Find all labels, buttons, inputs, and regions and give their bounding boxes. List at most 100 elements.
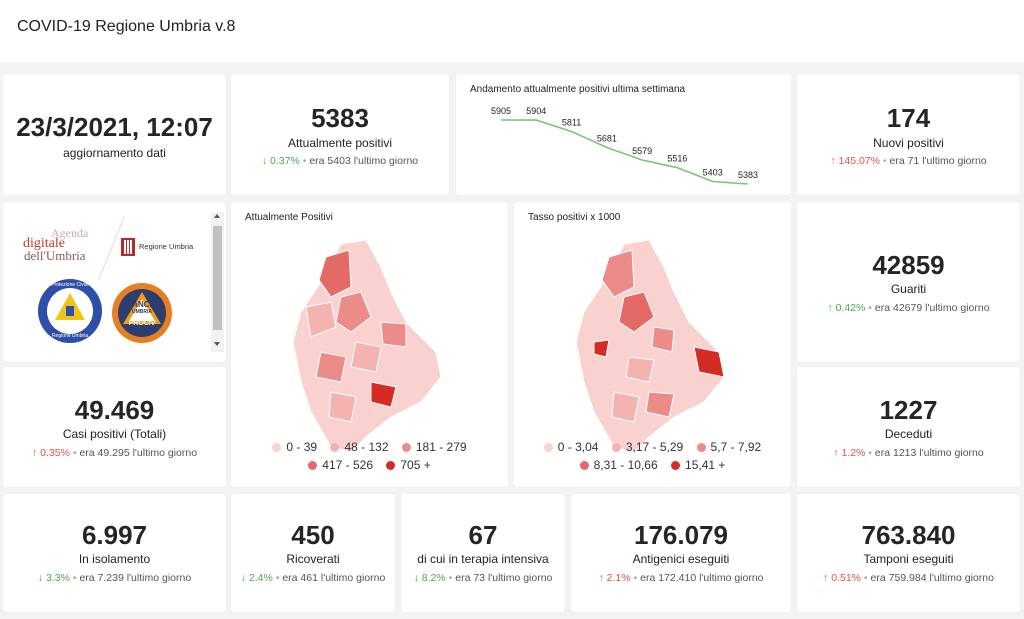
legend-item: 0 - 39 [272, 440, 317, 454]
kpi-deceduti: 1227 Deceduti ↑ 1.2% • era 1213 l'ultimo… [797, 367, 1020, 487]
umbria-rate-choropleth-map[interactable] [514, 232, 791, 467]
kpi-change-pct: 2.4% [248, 572, 273, 584]
scroll-down-arrow-icon[interactable] [214, 342, 220, 346]
kpi-value: 42859 [872, 250, 945, 280]
kpi-previous: era 7.239 l'ultimo giorno [79, 572, 192, 584]
trend-data-label: 5403 [703, 168, 723, 178]
kpi-label: Deceduti [884, 427, 933, 441]
kpi-value: 176.079 [634, 520, 728, 550]
kpi-change-pct: 145.07% [838, 155, 880, 167]
kpi-isolamento: 6.997 In isolamento ↓ 3.3% • era 7.239 l… [3, 494, 226, 612]
arrow-up-icon: ↑ [823, 572, 829, 584]
umbria-choropleth-map[interactable] [231, 232, 508, 467]
kpi-previous: era 49.295 l'ultimo giorno [79, 447, 198, 459]
protezione-subtext: Regione Umbria [51, 333, 89, 339]
logo-text-digitale: digitale [23, 236, 65, 251]
kpi-change-pct: 0.37% [270, 155, 300, 167]
logo-text-umbria: dell'Umbria [24, 248, 86, 263]
kpi-previous: era 73 l'ultimo giorno [455, 572, 553, 584]
trend-line-chart: 5905 5904 5811 5681 5579 5516 5403 5383 [491, 106, 758, 185]
trend-data-label: 5681 [597, 134, 617, 144]
trend-data-label: 5905 [491, 106, 511, 116]
kpi-change: ↑ 0.42% • era 42679 l'ultimo giorno [797, 302, 1020, 314]
logo-text-agenda: Agenda [51, 226, 89, 240]
kpi-label: Antigenici eseguiti [632, 552, 730, 566]
kpi-antigenici: 176.079 Antigenici eseguiti ↑ 2.1% • era… [571, 494, 791, 612]
kpi-separator: • [633, 572, 638, 584]
kpi-label: Nuovi positivi [873, 136, 944, 150]
trend-data-label: 5516 [667, 154, 687, 164]
kpi-separator: • [882, 155, 887, 167]
map-attualmente-positivi-card: Attualmente Positivi 0 - 39 48 - 132 181… [231, 202, 508, 487]
kpi-ricoverati: 450 Ricoverati ↓ 2.4% • era 461 l'ultimo… [231, 494, 395, 612]
kpi-previous: era 71 l'ultimo giorno [889, 155, 987, 167]
kpi-change: ↑ 0.35% • era 49.295 l'ultimo giorno [3, 447, 226, 459]
scroll-up-arrow-icon[interactable] [214, 214, 220, 218]
kpi-change-pct: 2.1% [606, 572, 631, 584]
kpi-value: 174 [886, 103, 931, 133]
arrow-up-icon: ↑ [598, 572, 604, 584]
kpi-change: ↓ 2.4% • era 461 l'ultimo giorno [231, 572, 395, 584]
app-title: COVID-19 Regione Umbria v.8 [17, 18, 236, 35]
map-legend: 0 - 3,04 3,17 - 5,29 5,7 - 7,92 [514, 440, 791, 454]
kpi-previous: era 172.410 l'ultimo giorno [640, 572, 764, 584]
kpi-label: Ricoverati [286, 552, 340, 566]
map-legend-row2: 8,31 - 10,66 15,41 + [514, 458, 791, 472]
kpi-separator: • [72, 447, 77, 459]
anci-umbria-prociv-logo[interactable] [111, 282, 173, 344]
update-card: 23/3/2021, 12:07 aggiornamento dati [3, 74, 226, 195]
kpi-casi-totali: 49.469 Casi positivi (Totali) ↑ 0.35% • … [3, 367, 226, 487]
kpi-change: ↑ 1.2% • era 1213 l'ultimo giorno [797, 447, 1020, 459]
kpi-label: In isolamento [78, 552, 151, 566]
scrollbar-thumb[interactable] [213, 226, 222, 330]
legend-item: 3,17 - 5,29 [611, 440, 683, 454]
kpi-change-pct: 0.35% [40, 447, 70, 459]
update-label: aggiornamento dati [63, 146, 166, 160]
kpi-value: 763.840 [861, 520, 956, 550]
map-legend-row2: 417 - 526 705 + [231, 458, 508, 472]
anci-text: ANCI [132, 300, 152, 309]
app-header: COVID-19 Regione Umbria v.8 [0, 0, 1024, 62]
arrow-down-icon: ↓ [261, 155, 268, 167]
kpi-change: ↑ 0.51% • era 759.984 l'ultimo giorno [797, 572, 1020, 584]
logos-card: Agenda digitale dell'Umbria Regione Umbr… [3, 202, 226, 362]
agenda-digitale-logo[interactable]: Agenda digitale dell'Umbria [19, 226, 109, 266]
arrow-up-icon: ↑ [830, 155, 836, 167]
update-datetime: 23/3/2021, 12:07 [16, 112, 213, 142]
regione-emblem-icon [121, 238, 135, 256]
legend-item: 417 - 526 [308, 458, 373, 472]
chart-title: Andamento attualmente positivi ultima se… [470, 84, 686, 95]
kpi-separator: • [72, 572, 77, 584]
arrow-up-icon: ↑ [833, 447, 839, 459]
kpi-guariti: 42859 Guariti ↑ 0.42% • era 42679 l'ulti… [797, 202, 1020, 362]
kpi-previous: era 5403 l'ultimo giorno [309, 155, 419, 167]
legend-item: 0 - 3,04 [543, 440, 598, 454]
trend-data-label: 5383 [738, 170, 758, 180]
kpi-label: Attualmente positivi [287, 136, 393, 150]
kpi-change: ↑ 2.1% • era 172.410 l'ultimo giorno [571, 572, 791, 584]
kpi-label: Casi positivi (Totali) [62, 427, 167, 441]
kpi-change: ↓ 0.37% • era 5403 l'ultimo giorno [231, 155, 449, 167]
kpi-separator: • [275, 572, 280, 584]
kpi-previous: era 1213 l'ultimo giorno [874, 447, 984, 459]
kpi-terapia-intensiva: 67 di cui in terapia intensiva ↓ 8.2% • … [401, 494, 565, 612]
kpi-change: ↑ 145.07% • era 71 l'ultimo giorno [797, 155, 1020, 167]
kpi-separator: • [863, 572, 868, 584]
kpi-previous: era 42679 l'ultimo giorno [874, 302, 990, 314]
logos-scrollbar[interactable] [211, 212, 224, 352]
trend-data-label: 5904 [526, 106, 546, 116]
kpi-change-pct: 1.2% [841, 447, 866, 459]
kpi-separator: • [868, 447, 872, 459]
anci-umbria-text: UMBRIA [132, 309, 152, 315]
map-legend: 0 - 39 48 - 132 181 - 279 [231, 440, 508, 454]
map-tasso-positivi-card: Tasso positivi x 1000 0 - 3,04 3,17 - 5,… [514, 202, 791, 487]
kpi-label: Guariti [890, 282, 927, 296]
kpi-separator: • [868, 302, 872, 314]
kpi-separator: • [302, 155, 307, 167]
protezione-civile-logo[interactable] [37, 278, 103, 344]
legend-item: 5,7 - 7,92 [696, 440, 761, 454]
arrow-down-icon: ↓ [413, 572, 419, 584]
kpi-change-pct: 0.42% [835, 302, 866, 314]
anci-prociv-text: PROCIV [128, 320, 156, 327]
kpi-value: 5383 [311, 103, 369, 133]
